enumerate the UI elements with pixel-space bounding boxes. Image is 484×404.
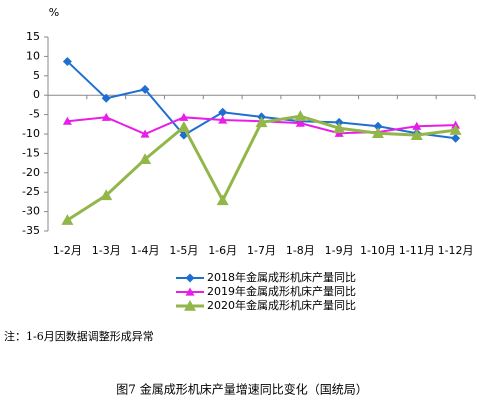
marker [371,127,384,139]
marker [410,129,423,140]
y-tick-label: -15 [22,146,40,159]
marker [216,194,229,206]
x-tick-label: 1-7月 [247,244,276,257]
x-tick-label: 1-11月 [399,244,435,257]
caption: 图7 金属成形机床产量增速同比变化（国统局） [116,382,367,397]
marker [333,122,346,133]
y-tick-label: -35 [22,224,40,237]
x-tick-label: 1-8月 [286,244,315,257]
x-tick-label: 1-5月 [169,244,198,257]
y-tick-label: 5 [33,69,40,82]
marker [184,300,196,311]
marker [62,56,72,66]
marker [218,107,228,117]
marker [140,129,150,138]
legend-label: 2020年金属成形机床产量同比 [207,298,356,312]
marker [185,287,195,296]
y-tick-label: -30 [22,205,40,218]
marker [139,153,152,165]
y-tick-label: -10 [22,127,40,140]
y-tick-label: -5 [29,108,40,121]
marker [412,121,422,130]
marker [373,121,383,131]
x-tick-label: 1-10月 [360,244,396,257]
note: 注：1-6月因数据调整形成异常 [4,329,154,343]
y-tick-label: -20 [22,166,40,179]
x-tick-label: 1-4月 [131,244,160,257]
x-tick-label: 1-9月 [325,244,354,257]
x-tick-label: 1-6月 [208,244,237,257]
marker [449,124,462,135]
marker [177,121,190,132]
y-tick-label: -25 [22,185,40,198]
x-tick-label: 1-2月 [53,244,82,257]
x-tick-label: 1-12月 [438,244,474,257]
marker [295,118,305,127]
marker [185,273,195,283]
y-tick-label: 0 [33,88,40,101]
marker [101,93,111,103]
marker [100,189,113,201]
legend-label: 2019年金属成形机床产量同比 [207,284,356,298]
marker [218,115,228,124]
marker [294,110,307,121]
series-line [66,114,456,222]
marker [62,116,72,125]
marker [179,112,189,121]
marker [101,112,111,121]
marker [140,84,150,94]
marker [255,116,268,128]
x-tick-label: 1-3月 [92,244,121,257]
y-axis-label: % [49,6,59,19]
marker [61,214,74,225]
y-tick-label: 10 [26,49,40,62]
legend-label: 2018年金属成形机床产量同比 [207,270,356,284]
marker [451,133,461,143]
y-tick-label: 15 [26,30,40,43]
